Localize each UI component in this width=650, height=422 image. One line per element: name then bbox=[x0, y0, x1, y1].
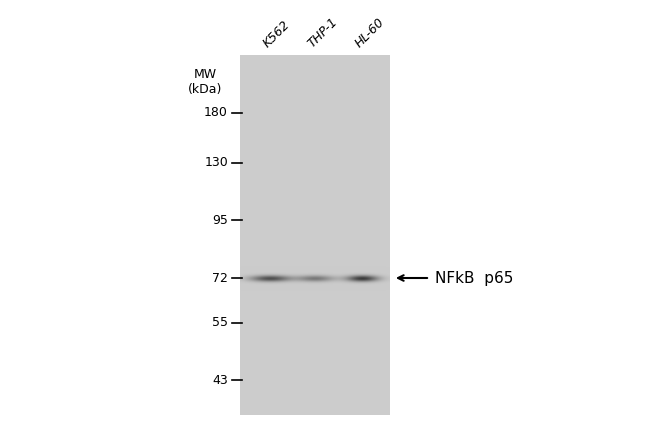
Text: 95: 95 bbox=[212, 214, 228, 227]
Text: 130: 130 bbox=[204, 157, 228, 170]
Text: 43: 43 bbox=[213, 373, 228, 387]
Text: HL-60: HL-60 bbox=[353, 16, 387, 50]
Text: 72: 72 bbox=[212, 271, 228, 284]
Text: K562: K562 bbox=[261, 18, 292, 50]
Text: MW
(kDa): MW (kDa) bbox=[188, 68, 222, 96]
Text: THP-1: THP-1 bbox=[306, 15, 341, 50]
Text: 180: 180 bbox=[204, 106, 228, 119]
Text: NFkB  p65: NFkB p65 bbox=[435, 271, 514, 286]
Text: 55: 55 bbox=[212, 316, 228, 330]
